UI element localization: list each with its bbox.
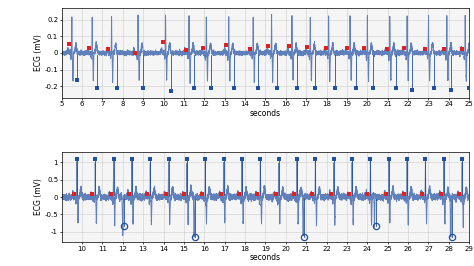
- X-axis label: seconds: seconds: [250, 253, 281, 262]
- X-axis label: seconds: seconds: [250, 109, 281, 118]
- Y-axis label: ECG (mV): ECG (mV): [34, 178, 43, 215]
- Y-axis label: ECG (mV): ECG (mV): [34, 35, 43, 72]
